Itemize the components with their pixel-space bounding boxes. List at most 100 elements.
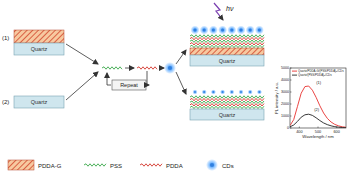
carbon-dot: [238, 89, 243, 94]
legend-swatch: [292, 75, 297, 76]
curve-label: (1): [316, 80, 322, 85]
carbon-dot: [211, 89, 216, 94]
y-axis-label: PL intensity / a.u.: [274, 82, 279, 114]
arrow: [66, 72, 98, 100]
pdda-layer: [190, 37, 264, 39]
carbon-dot-core: [210, 163, 214, 167]
pss-layer: [190, 106, 264, 108]
y-tick: [290, 92, 292, 93]
carbon-dot: [206, 159, 218, 171]
y-tick: [290, 104, 292, 105]
carbon-dot-core: [203, 28, 206, 31]
quartz-label: Quartz: [219, 58, 236, 64]
carbon-dot-core: [249, 28, 252, 31]
pdda-layer: [190, 43, 264, 45]
y-tick-label: 1000: [281, 114, 289, 118]
arrow: [107, 73, 111, 85]
x-tick: [318, 127, 319, 129]
figure: (1)Quartz(2)QuartzRepeathνQuartzQuartz40…: [0, 0, 350, 189]
carbon-dot: [257, 89, 262, 94]
pl-curve: [290, 114, 346, 128]
carbon-dot-core: [231, 91, 233, 93]
legend-label: Quartz/(PSS/PDDA)₅/CDs: [298, 73, 332, 77]
quartz-label: Quartz: [31, 99, 48, 105]
carbon-dot: [191, 26, 200, 35]
carbon-dot: [229, 89, 234, 94]
arrow: [176, 72, 186, 94]
y-tick-label: 2000: [281, 102, 289, 106]
pss-layer: [190, 40, 264, 42]
carbon-dot: [227, 26, 236, 35]
quartz-label: Quartz: [219, 112, 236, 118]
pss-layer: [190, 45, 264, 47]
pdda-layer: [190, 98, 264, 100]
x-tick-label: 500: [315, 130, 321, 134]
arrow: [125, 68, 134, 69]
carbon-dot-core: [249, 91, 251, 93]
plot-frame: [290, 68, 346, 128]
pdda-icon: [137, 67, 157, 69]
carbon-dot-core: [240, 91, 242, 93]
carbon-dot-core: [258, 91, 260, 93]
legend-pss: [84, 164, 106, 166]
y-tick: [290, 116, 292, 117]
pdda-g-layer: [14, 30, 64, 43]
light-bolt: [214, 3, 223, 20]
quartz-substrate: [14, 96, 64, 108]
carbon-dot: [246, 26, 255, 35]
quartz-substrate: [14, 43, 64, 55]
light-label: hν: [226, 5, 234, 12]
carbon-dot-core: [222, 91, 224, 93]
y-tick-label: 4000: [281, 78, 289, 82]
legend-swatch: [292, 71, 297, 72]
curve-label: (2): [314, 107, 320, 112]
pl-curve: [290, 86, 346, 127]
carbon-dot: [164, 62, 176, 74]
carbon-dot: [209, 26, 218, 35]
carbon-dot-core: [203, 91, 205, 93]
arrow: [159, 68, 164, 69]
carbon-dot-core: [221, 28, 224, 31]
carbon-dot: [237, 26, 246, 35]
stack-label: (2): [2, 99, 9, 105]
x-tick-label: 400: [296, 130, 302, 134]
carbon-dot-core: [193, 28, 196, 31]
carbon-dot: [255, 26, 264, 35]
pdda-g-layer: [190, 48, 264, 55]
legend-label: PDDA-G: [38, 163, 62, 169]
x-tick-label: 600: [333, 130, 339, 134]
stack-label: (1): [2, 35, 9, 41]
y-tick: [290, 68, 292, 69]
carbon-dot: [218, 26, 227, 35]
carbon-dot: [202, 89, 207, 94]
pss-layer: [190, 35, 264, 37]
carbon-dot-core: [212, 91, 214, 93]
carbon-dot-core: [168, 66, 172, 70]
legend-label: PDDA: [166, 163, 183, 169]
y-tick: [290, 80, 292, 81]
pss-icon: [102, 67, 122, 69]
carbon-dot-core: [239, 28, 242, 31]
carbon-dot: [200, 26, 209, 35]
carbon-dot: [220, 89, 225, 94]
carbon-dot-core: [230, 28, 233, 31]
pdda-layer: [190, 104, 264, 106]
arrow: [66, 44, 98, 64]
pss-layer: [190, 96, 264, 98]
y-tick-label: 5000: [281, 66, 289, 70]
quartz-substrate: [190, 55, 264, 66]
x-tick: [299, 127, 300, 129]
pdda-g-layer: [8, 160, 34, 170]
legend-label: PSS: [110, 163, 122, 169]
y-tick: [290, 128, 292, 129]
y-tick-label: 0: [287, 126, 289, 130]
arrow: [147, 71, 149, 85]
legend-label: CDs: [222, 163, 234, 169]
plot-lines: [290, 86, 346, 128]
quartz-label: Quartz: [31, 46, 48, 52]
arrow: [176, 50, 186, 64]
y-tick-label: 3000: [281, 90, 289, 94]
carbon-dot: [192, 89, 197, 94]
carbon-dot-core: [194, 91, 196, 93]
legend-pdda: [140, 164, 162, 166]
